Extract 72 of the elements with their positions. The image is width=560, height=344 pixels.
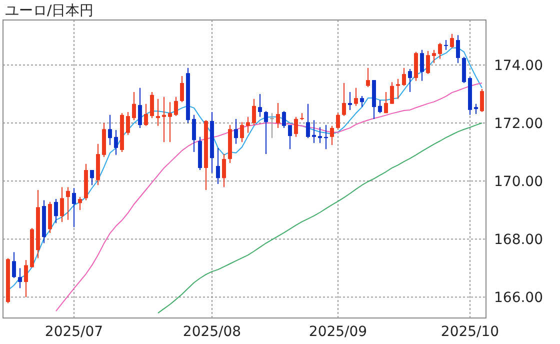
candlestick <box>234 118 238 144</box>
candlestick <box>54 198 58 224</box>
candlestick <box>294 116 298 138</box>
candlestick <box>384 91 388 114</box>
candlestick <box>180 76 184 103</box>
candlestick <box>252 98 256 126</box>
candlestick <box>168 102 172 143</box>
candlestick <box>150 91 154 119</box>
chart-title: ユーロ/日本円 <box>5 3 94 19</box>
candlestick <box>330 125 334 146</box>
candlestick <box>432 49 436 64</box>
candlestick <box>438 42 442 60</box>
candlestick <box>306 103 310 139</box>
line-series <box>56 82 482 312</box>
candlestick <box>90 170 94 186</box>
candlestick <box>66 186 70 220</box>
candlestick <box>132 91 136 121</box>
candlestick <box>444 40 448 50</box>
x-tick-label: 2025/09 <box>308 324 368 340</box>
candlestick <box>162 96 166 143</box>
candlestick <box>336 112 340 130</box>
candlestick <box>318 126 322 144</box>
candlestick <box>420 49 424 82</box>
candlestick <box>474 103 478 115</box>
candlestick <box>366 67 370 88</box>
candlestick <box>342 82 346 117</box>
candlestick <box>144 103 148 126</box>
candlestick <box>276 102 280 128</box>
y-tick-label: 166.00 <box>494 290 543 306</box>
candlestick <box>108 114 112 146</box>
candlestick <box>480 88 484 112</box>
x-tick-label: 2025/07 <box>44 324 104 340</box>
candlestick <box>60 186 64 222</box>
candlestick <box>288 124 292 150</box>
candlestick <box>114 129 118 156</box>
candlestick <box>246 116 250 134</box>
candlestick <box>426 50 430 74</box>
candlestick <box>456 34 460 64</box>
y-tick-label: 174.00 <box>494 58 543 74</box>
candlestick <box>402 67 406 86</box>
candlestick <box>396 78 400 100</box>
candlestick <box>390 82 394 104</box>
candlestick <box>240 122 244 143</box>
candlestick <box>24 259 28 298</box>
x-tick-label: 2025/10 <box>440 324 500 340</box>
candlestick <box>216 147 220 184</box>
candlestick <box>264 110 268 155</box>
candlestick <box>360 96 364 108</box>
candlestick <box>348 91 352 110</box>
candlestick <box>72 188 76 228</box>
candlestick <box>222 154 226 188</box>
x-tick-label: 2025/08 <box>182 324 242 340</box>
line-series <box>158 122 482 314</box>
candlestick <box>18 268 22 289</box>
candlestick <box>192 114 196 153</box>
candlestick <box>378 100 382 114</box>
candlestick <box>354 87 358 106</box>
candlestick <box>258 93 262 118</box>
candlestick <box>270 112 274 139</box>
candlestick <box>450 33 454 48</box>
candlestick <box>312 120 316 144</box>
candlestick <box>282 110 286 128</box>
candlestick <box>138 87 142 128</box>
candlestick <box>126 111 130 136</box>
candlestick <box>174 96 178 117</box>
candlestick <box>408 68 412 92</box>
candlestick <box>12 252 16 278</box>
candlestick <box>156 98 160 126</box>
y-tick-label: 170.00 <box>494 174 543 190</box>
y-tick-label: 168.00 <box>494 232 543 248</box>
candlestick <box>78 196 82 211</box>
y-tick-label: 172.00 <box>494 116 543 132</box>
